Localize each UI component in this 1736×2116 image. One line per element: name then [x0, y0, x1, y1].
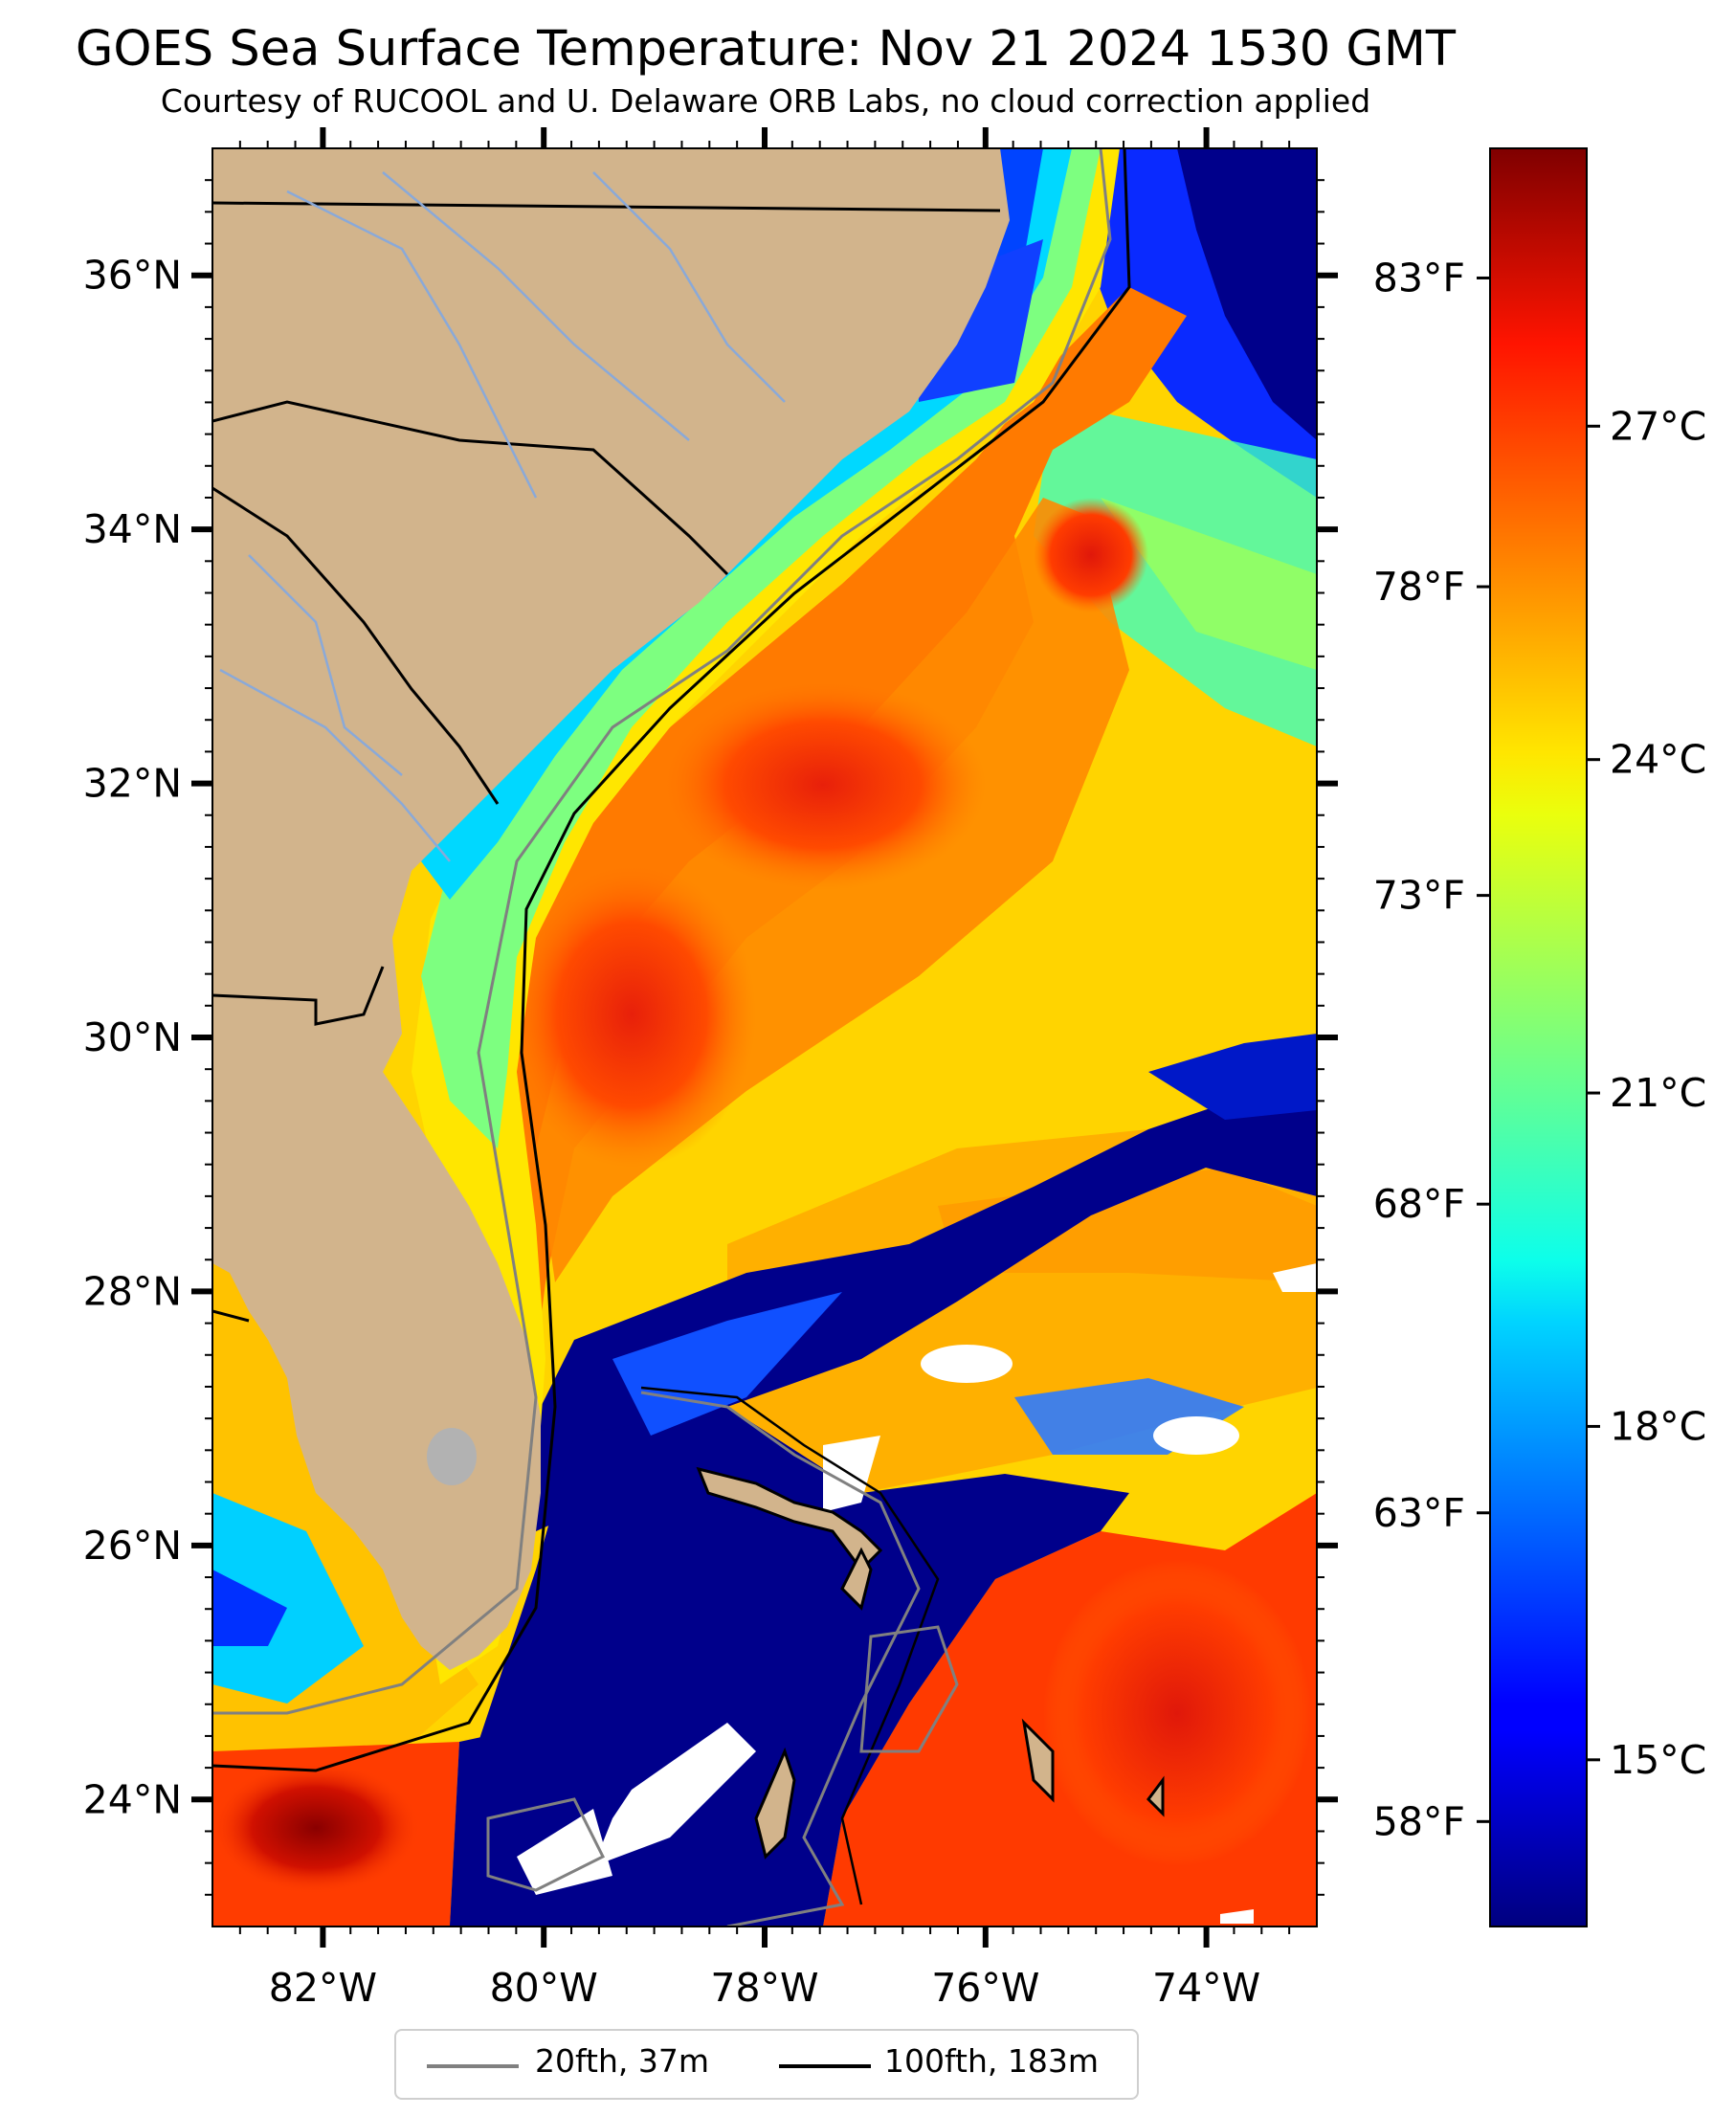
fahrenheit-tick-label: 68°F — [1373, 1181, 1465, 1227]
contour-20fth — [212, 148, 1112, 1715]
celsius-tick-label: 15°C — [1610, 1737, 1706, 1783]
celsius-tick-label: 18°C — [1610, 1403, 1706, 1449]
lat-tick-label: 32°N — [83, 761, 182, 807]
land-southeast-us — [212, 148, 1010, 1670]
map-title: GOES Sea Surface Temperature: Nov 21 202… — [75, 21, 1457, 78]
lon-tick-label: 80°W — [490, 1965, 598, 2011]
contour-100fth — [212, 148, 1131, 1772]
lat-tick-label: 36°N — [83, 253, 182, 299]
celsius-tick-label: 21°C — [1610, 1070, 1706, 1116]
rivers — [219, 171, 786, 862]
fahrenheit-tick-label: 73°F — [1373, 873, 1465, 919]
lon-tick-label: 74°W — [1152, 1965, 1260, 2011]
lon-tick-label: 82°W — [269, 1965, 377, 2011]
lat-tick-label: 30°N — [83, 1014, 182, 1060]
lat-tick-label: 26°N — [83, 1523, 182, 1569]
bahamas-islands — [696, 1466, 1165, 1860]
fahrenheit-tick-label: 78°F — [1373, 564, 1465, 610]
celsius-tick-label: 27°C — [1610, 403, 1706, 449]
lat-tick-label: 34°N — [83, 506, 182, 552]
state-borders — [212, 201, 1001, 1323]
legend-label-100fth: 100fth, 183m — [884, 2042, 1099, 2080]
lon-tick-label: 76°W — [931, 1965, 1039, 2011]
legend: 20fth, 37m 100fth, 183m — [394, 2029, 1139, 2100]
colorbar — [1489, 147, 1588, 1927]
lon-tick-label: 78°W — [710, 1965, 818, 2011]
map-axis-ticks: 36°N 34°N 32°N 30°N 28°N 26°N 24°N 82°W 80°W 78°W… — [83, 127, 1338, 2011]
map-subtitle: Courtesy of RUCOOL and U. Delaware ORB L… — [160, 82, 1371, 120]
lat-tick-label: 24°N — [83, 1776, 182, 1822]
lat-tick-label: 28°N — [83, 1268, 182, 1314]
map-panel — [212, 148, 1317, 1927]
fahrenheit-tick-label: 58°F — [1373, 1798, 1465, 1844]
cold-band-central — [517, 1072, 1317, 1531]
fahrenheit-tick-label: 63°F — [1373, 1490, 1465, 1536]
legend-label-20fth: 20fth, 37m — [535, 2042, 709, 2080]
legend-swatch-100fth — [779, 2064, 871, 2068]
colorbar-ticks: 27°C 24°C 21°C 18°C 15°C 83°F 78°F 73°F 68°F 63°F… — [1373, 255, 1707, 1844]
legend-swatch-20fth — [427, 2064, 519, 2068]
celsius-tick-label: 24°C — [1610, 737, 1706, 783]
fahrenheit-tick-label: 83°F — [1373, 255, 1465, 301]
